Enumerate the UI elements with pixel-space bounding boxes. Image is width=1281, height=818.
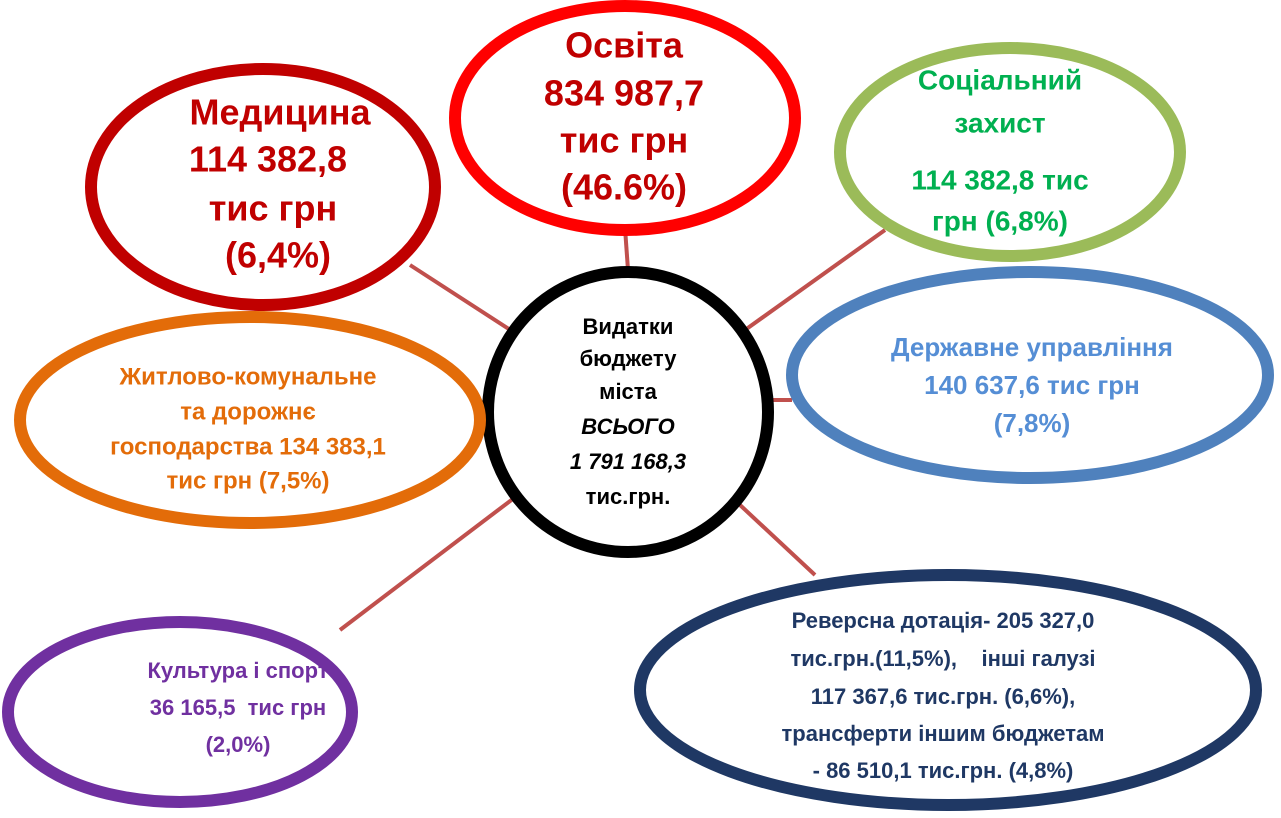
label-line: тис.грн.(11,5%), інші галузі [790,646,1095,671]
node-ellipse [834,42,1186,262]
node-label: Житлово-комунальне та дорожнє господарст… [110,363,386,494]
node-ellipse [786,266,1274,484]
label-line: господарства 134 383,1 [110,433,386,460]
label-line: бюджету [580,346,678,371]
node-ellipse [634,569,1262,811]
label-line: 36 165,5 тис грн [150,695,326,720]
connector [408,263,520,337]
label-line: (7,8%) [994,408,1071,438]
label-line: 117 367,6 тис.грн. (6,6%), [811,684,1075,709]
label-line: (46.6%) [561,167,687,208]
center-circle [482,266,774,558]
label-line: тис грн [209,188,338,229]
label-line: - 86 510,1 тис.грн. (4,8%) [813,758,1074,783]
connector [338,493,520,632]
label-line: (2,0%) [206,732,271,757]
label-line: (6,4%) [225,235,331,276]
label-line: тис грн (7,5%) [166,467,329,494]
label-line: Державне управління [891,332,1173,362]
label-line: Реверсна дотація- 205 327,0 [792,608,1095,633]
center-label: Видатки бюджету міста ВСЬОГО 1 791 168,3… [570,314,686,509]
node-label: Освіта 834 987,7 тис грн (46.6%) [544,25,704,208]
label-line: Соціальний [918,64,1082,95]
label-line: тис грн [560,120,689,161]
label-line: Житлово-комунальне [118,363,376,390]
label-line: 1 791 168,3 [570,449,686,474]
label-line: Медицина [189,92,371,133]
label-line: Освіта [565,25,684,66]
connector [743,228,887,332]
node-label: Соціальний захист 114 382,8 тис грн (6,8… [911,64,1088,236]
label-line: Культура і спорт [147,658,328,683]
node-ellipse [449,0,801,236]
node-label: Культура і спорт 36 165,5 тис грн (2,0%) [147,658,328,757]
label-line: ВСЬОГО [581,414,674,439]
label-line: 140 637,6 тис грн [924,370,1140,400]
node-label: Медицина 114 382,8 тис грн (6,4%) [189,92,372,276]
label-line: тис.грн. [586,484,671,509]
node-ellipse [85,63,441,311]
node-ellipse [2,616,358,808]
label-line: 834 987,7 [544,73,704,114]
node-label: Реверсна дотація- 205 327,0 тис.грн.(11,… [782,608,1105,783]
label-line: міста [599,379,657,404]
label-line: грн (6,8%) [932,205,1068,236]
connector [738,503,817,577]
label-line: Видатки [583,314,674,339]
label-line: 114 382,8 [189,139,347,180]
label-line: 114 382,8 тис [911,164,1088,195]
label-line: захист [954,107,1045,138]
label-line: трансферти іншим бюджетам [782,721,1105,746]
node-label: Державне управління 140 637,6 тис грн (7… [891,332,1173,438]
node-ellipse [14,311,486,529]
connectors [338,227,887,632]
label-line: та дорожнє [180,398,315,425]
